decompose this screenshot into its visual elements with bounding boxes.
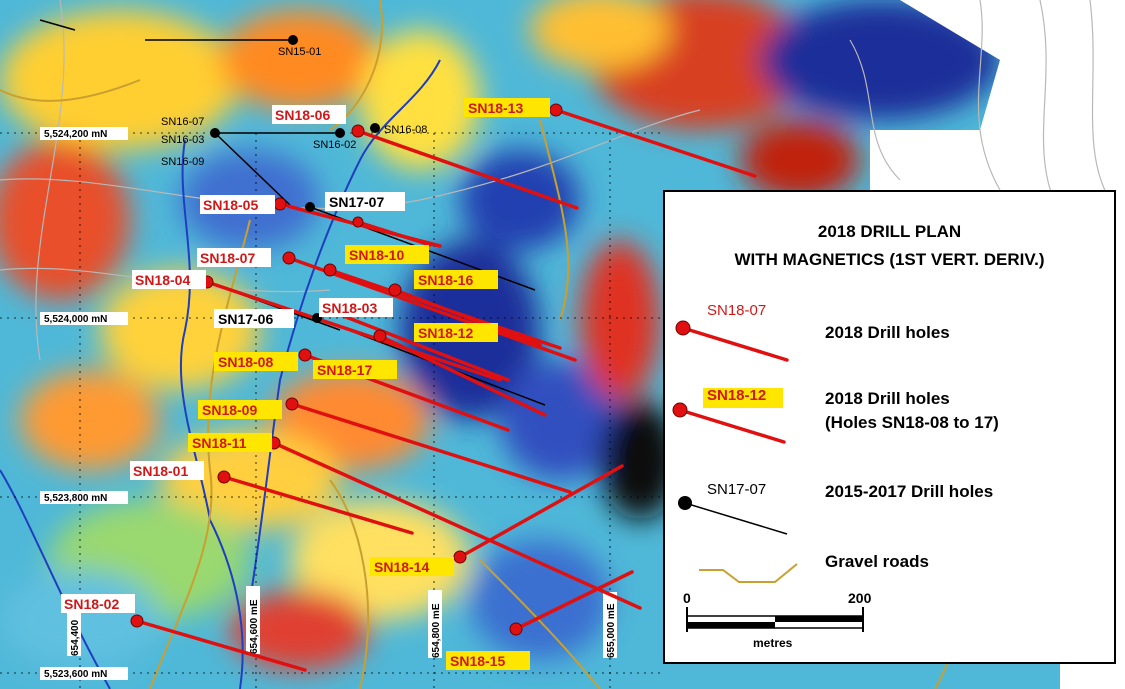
streams <box>0 59 441 689</box>
gravel-roads <box>0 0 961 689</box>
hole-label: SN17-07 <box>329 194 384 210</box>
legend-sample-prior: SN17-07 <box>707 481 767 498</box>
hole-label: SN18-11 <box>192 435 247 451</box>
drill-2018-traces <box>135 108 757 672</box>
hole-label: SN18-12 <box>418 325 473 341</box>
hole-label: SN18-01 <box>133 463 188 479</box>
map-legend: 2018 DRILL PLAN WITH MAGNETICS (1ST VERT… <box>663 190 1116 664</box>
label-backgrounds <box>61 98 550 670</box>
easting-label: 654,800 mE <box>431 603 442 658</box>
hole-label: SN18-16 <box>418 272 473 288</box>
northing-label: 5,524,200 mN <box>44 129 107 140</box>
hole-label: SN16-03 <box>161 134 204 146</box>
scale-start: 0 <box>683 590 691 606</box>
hole-label: SN18-06 <box>275 107 330 123</box>
northing-label: 5,523,600 mN <box>44 669 107 680</box>
drill-hole-labels: SN18-06 SN18-05 SN18-07 SN18-04 SN18-03 … <box>64 46 523 669</box>
grid-label-backgrounds <box>40 127 617 680</box>
hole-label: SN16-08 <box>384 124 427 136</box>
hole-label: SN18-17 <box>317 362 372 378</box>
legend-text-2018: 2018 Drill holes <box>825 323 950 342</box>
hole-label: SN16-09 <box>161 156 204 168</box>
legend-symbols <box>672 320 864 632</box>
hole-label: SN18-10 <box>349 247 404 263</box>
hole-label: SN18-15 <box>450 653 505 669</box>
hole-label: SN18-08 <box>218 354 273 370</box>
hole-label: SN18-02 <box>64 596 119 612</box>
hole-label: SN18-07 <box>200 250 255 266</box>
hole-label: SN18-03 <box>322 300 377 316</box>
hole-label: SN18-13 <box>468 100 523 116</box>
legend-sample-highlight: SN18-12 <box>707 387 767 404</box>
easting-label: 655,000 mE <box>606 603 617 658</box>
easting-label: 654,600 mE <box>249 599 260 654</box>
legend-subtitle: WITH MAGNETICS (1ST VERT. DERIV.) <box>734 250 1045 269</box>
scale-end: 200 <box>848 590 872 606</box>
legend-sample-2018: SN18-07 <box>707 302 767 319</box>
legend-title: 2018 DRILL PLAN <box>817 222 962 241</box>
legend-text-prior: 2015-2017 Drill holes <box>825 482 994 501</box>
hole-label: SN18-09 <box>202 402 257 418</box>
legend-text-highlight: 2018 Drill holes (Holes SN18-08 to 17) <box>825 389 999 432</box>
hole-label: SN18-14 <box>374 559 429 575</box>
scale-unit: metres <box>753 636 793 650</box>
hole-label: SN18-04 <box>135 272 190 288</box>
hole-label: SN15-01 <box>278 46 321 58</box>
northing-label: 5,524,000 mN <box>44 314 107 325</box>
hole-label: SN16-07 <box>161 116 204 128</box>
easting-label: 654,400 <box>70 619 81 656</box>
hole-label: SN17-06 <box>218 311 273 327</box>
northing-label: 5,523,800 mN <box>44 493 107 504</box>
hole-label: SN16-02 <box>313 139 356 151</box>
legend-text-roads: Gravel roads <box>825 552 929 571</box>
hole-label: SN18-05 <box>203 197 258 213</box>
